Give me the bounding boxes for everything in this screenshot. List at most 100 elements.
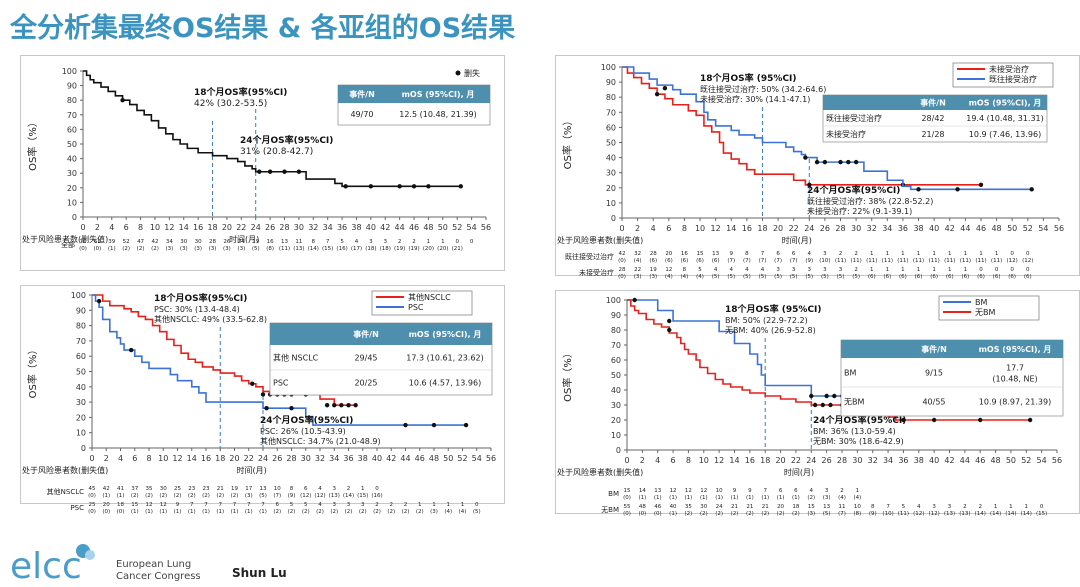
risk-censored: (1) (231, 509, 239, 515)
x-tick-label: 42 (944, 456, 954, 465)
legend-box (952, 62, 1054, 88)
censor-mark (458, 184, 464, 189)
censor-mark (838, 159, 843, 165)
risk-count: 42 (151, 239, 158, 245)
censor-mark (332, 402, 337, 408)
risk-censored: (4) (681, 274, 689, 280)
censor-mark (96, 298, 102, 304)
risk-count: 28 (650, 251, 657, 257)
y-tick-label: 0 (72, 213, 77, 222)
risk-count: 3 (369, 239, 373, 245)
chart-panel-brain-metastasis: 0 10 20 30 40 50 60 70 80 90 100 0 2 4 6 8 10 12 14 16 18 20 2… (555, 290, 1080, 545)
risk-count: 2 (839, 251, 843, 257)
risk-count: 3 (948, 504, 952, 510)
logo-dot2-icon (85, 550, 95, 560)
x-tick-label: 48 (991, 224, 1001, 233)
x-tick-label: 34 (329, 454, 339, 463)
x-tick-label: 40 (929, 456, 939, 465)
risk-count: 1 (461, 502, 465, 508)
summary-table-cell: BM (844, 369, 856, 378)
risk-censored: (9) (869, 511, 877, 517)
x-axis-label: 时间(月) (236, 465, 266, 475)
x-tick-label: 24 (804, 224, 814, 233)
risk-count: 1 (1025, 504, 1029, 510)
risk-censored: (5) (823, 511, 831, 517)
annotation-line: PSC: 30% (13.4-48.4) (154, 305, 240, 314)
risk-censored: (17) (351, 246, 362, 252)
risk-count: 7 (190, 502, 194, 508)
risk-count: 47 (137, 239, 144, 245)
x-axis-label: 时间(月) (229, 234, 259, 244)
risk-count: 1 (932, 267, 936, 273)
censor-mark (803, 155, 808, 160)
risk-censored: (7) (774, 258, 782, 264)
x-tick-label: 52 (1023, 224, 1033, 233)
risk-count: 4 (318, 502, 322, 508)
risk-censored: (0) (638, 511, 646, 517)
risk-count: 2 (347, 486, 351, 492)
y-tick-label: 50 (76, 368, 86, 377)
risk-count: 1 (856, 488, 860, 494)
risk-censored: (6) (681, 258, 689, 264)
x-tick-label: 12 (714, 456, 724, 465)
risk-censored: (6) (946, 274, 954, 280)
risk-censored: (4) (838, 495, 846, 501)
risk-count: 13 (281, 239, 288, 245)
x-tick-label: 8 (682, 224, 687, 233)
risk-censored: (11) (975, 258, 986, 264)
censor-mark (809, 393, 814, 399)
risk-censored: (1) (777, 495, 785, 501)
summary-table-header: 事件/N (349, 89, 375, 99)
risk-censored: (1) (715, 495, 723, 501)
y-tick-label: 100 (601, 63, 616, 72)
risk-count: 24 (238, 239, 245, 245)
x-tick-label: 24 (251, 223, 261, 232)
y-tick-label: 30 (67, 169, 77, 178)
x-tick-label: 18 (207, 223, 217, 232)
y-tick-label: 40 (611, 386, 621, 395)
risk-count: 22 (634, 267, 641, 273)
summary-table-header: mOS (95%CI), 月 (969, 99, 1042, 108)
x-tick-label: 2 (104, 454, 109, 463)
risk-count: 2 (398, 239, 402, 245)
risk-count: 20 (103, 502, 110, 508)
x-tick-label: 34 (882, 224, 892, 233)
risk-censored: (2) (288, 509, 296, 515)
risk-censored: (4) (696, 274, 704, 280)
risk-count: 8 (683, 267, 687, 273)
censor-mark (955, 187, 960, 192)
summary-table-cell: PSC (273, 379, 289, 388)
risk-censored: (0) (618, 274, 626, 280)
censor-mark (260, 392, 266, 397)
censor-mark (846, 159, 851, 165)
summary-table-cell: (10.48, NE) (992, 375, 1037, 384)
y-tick-label: 20 (611, 416, 621, 425)
x-tick-label: 4 (655, 456, 660, 465)
risk-censored: (8) (266, 246, 274, 252)
x-tick-label: 56 (486, 454, 496, 463)
risk-censored: (12) (314, 493, 325, 499)
risk-censored: (3) (180, 246, 188, 252)
risk-censored: (3) (165, 246, 173, 252)
risk-censored: (1) (669, 511, 677, 517)
censor-mark (257, 169, 262, 174)
risk-count: 6 (779, 488, 783, 494)
risk-count: 3 (333, 486, 337, 492)
x-tick-label: 30 (851, 224, 861, 233)
risk-count: 7 (233, 502, 237, 508)
risk-row-label: PSC (70, 504, 84, 512)
x-tick-label: 28 (837, 456, 847, 465)
x-tick-label: 38 (913, 224, 923, 233)
risk-censored: (12) (1022, 258, 1033, 264)
risk-row-label: 全部 (61, 240, 75, 249)
risk-count: 0 (1026, 251, 1030, 257)
risk-count: 1 (418, 502, 422, 508)
summary-table-cell: 20/25 (354, 379, 377, 388)
x-tick-label: 20 (773, 224, 783, 233)
x-tick-label: 32 (868, 456, 878, 465)
risk-censored: (10) (882, 511, 893, 517)
x-tick-label: 36 (898, 224, 908, 233)
risk-censored: (4) (853, 495, 861, 501)
risk-count: 0 (979, 267, 983, 273)
y-tick-label: 70 (67, 111, 77, 120)
